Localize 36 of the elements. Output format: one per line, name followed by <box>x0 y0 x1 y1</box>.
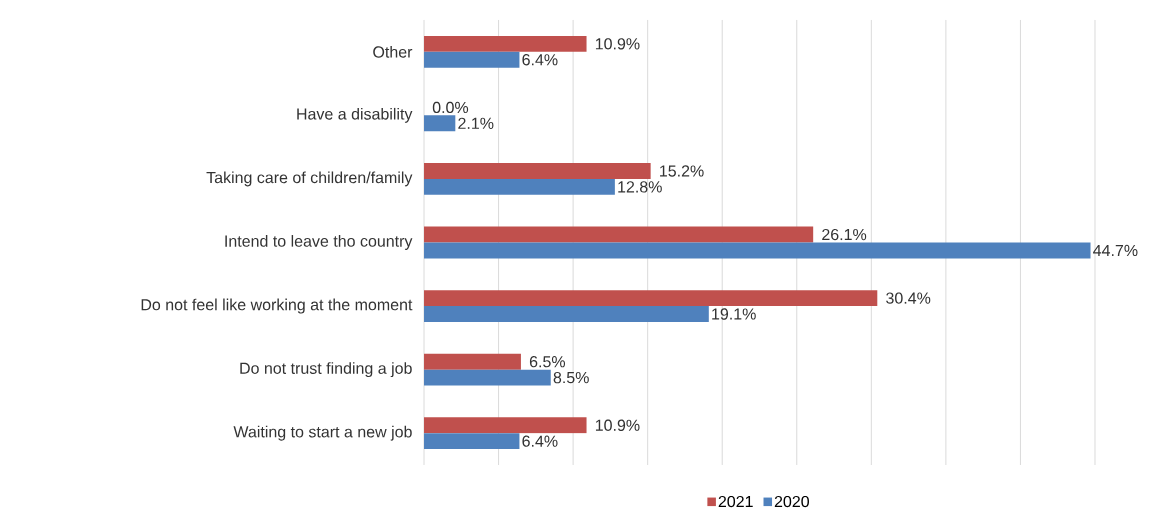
data-label: 10.9% <box>595 419 640 431</box>
bar <box>424 417 587 434</box>
data-label: 6.4% <box>522 54 558 66</box>
data-label: 6.4% <box>522 435 558 447</box>
y-tick-label: Intend to leave tho country <box>225 235 413 250</box>
bar <box>424 290 878 307</box>
y-tick-label: Waiting to start a new job <box>233 425 412 441</box>
y-tick-label: Do not trust finding a job <box>240 362 412 378</box>
data-label: 8.5% <box>553 371 589 384</box>
bar <box>424 51 520 68</box>
bar <box>424 35 587 52</box>
bar <box>424 369 551 386</box>
data-label: 30.4% <box>886 292 931 304</box>
data-label: 0.0% <box>432 101 469 114</box>
data-label: 44.7% <box>1093 244 1138 257</box>
bar <box>424 226 814 243</box>
data-label: 12.8% <box>618 181 662 193</box>
data-label: 6.5% <box>529 356 566 368</box>
y-tick-label: Do not feel like working at the moment <box>141 298 413 314</box>
legend-label: 2021 <box>718 495 753 508</box>
data-label: 26.1% <box>822 228 867 241</box>
y-tick-label: Have a disability <box>297 107 413 123</box>
legend-label: 2020 <box>774 495 809 508</box>
data-label: 10.9% <box>595 38 640 50</box>
bar <box>424 242 1091 259</box>
y-tick-label: Taking care of children/family <box>206 171 413 187</box>
data-label: 15.2% <box>660 165 704 177</box>
bar <box>424 353 521 370</box>
data-label: 2.1% <box>458 117 494 129</box>
bar <box>424 178 615 195</box>
bar <box>424 163 651 179</box>
y-tick-label: Other <box>373 45 413 58</box>
bar <box>424 433 520 450</box>
data-label: 19.1% <box>712 308 756 320</box>
bar <box>424 306 709 322</box>
bar <box>424 115 456 132</box>
